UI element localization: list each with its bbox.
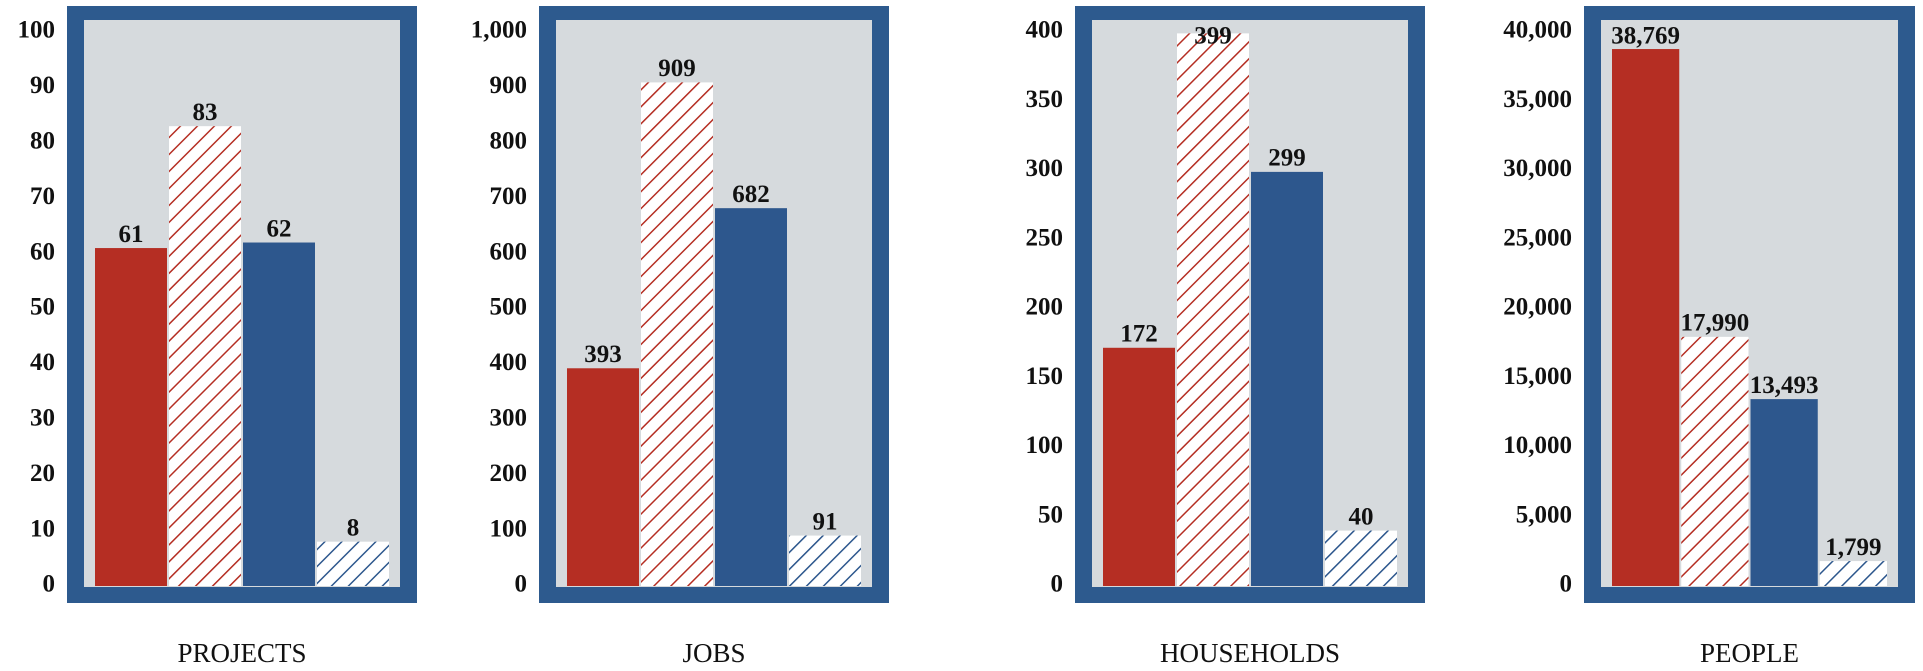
y-tick-label: 300 xyxy=(490,405,528,432)
y-tick-label: 25,000 xyxy=(1503,224,1572,251)
bar xyxy=(1103,347,1175,586)
y-tick-label: 900 xyxy=(490,72,528,99)
y-tick-label: 50 xyxy=(1038,501,1063,528)
value-label: 682 xyxy=(732,181,770,208)
y-tick-label: 300 xyxy=(1026,155,1064,182)
y-tick-label: 50 xyxy=(30,294,55,321)
bar xyxy=(789,535,861,586)
bar xyxy=(169,126,241,587)
y-tick-label: 400 xyxy=(490,349,528,376)
value-label: 40 xyxy=(1349,503,1374,530)
x-axis-label: HOUSEHOLDS xyxy=(1160,638,1340,668)
value-label: 299 xyxy=(1268,145,1306,172)
bar xyxy=(567,368,639,586)
y-tick-label: 20,000 xyxy=(1503,294,1572,321)
bar xyxy=(641,82,713,586)
y-tick-label: 30,000 xyxy=(1503,155,1572,182)
y-tick-label: 40,000 xyxy=(1503,17,1572,44)
y-tick-label: 1,000 xyxy=(471,17,527,44)
y-tick-label: 600 xyxy=(490,238,528,265)
y-tick-label: 0 xyxy=(1051,571,1064,598)
y-tick-label: 250 xyxy=(1026,224,1064,251)
bar xyxy=(1612,49,1680,586)
value-label: 38,769 xyxy=(1611,23,1680,50)
value-label: 83 xyxy=(193,99,218,126)
y-tick-label: 70 xyxy=(30,183,55,210)
y-tick-label: 500 xyxy=(490,294,528,321)
y-tick-label: 30 xyxy=(30,405,55,432)
y-tick-label: 40 xyxy=(30,349,55,376)
y-tick-label: 60 xyxy=(30,238,55,265)
y-tick-label: 0 xyxy=(515,571,528,598)
bar xyxy=(95,248,167,586)
bar xyxy=(1681,336,1749,586)
value-label: 399 xyxy=(1194,23,1232,50)
bar xyxy=(715,208,787,586)
y-tick-label: 10 xyxy=(30,515,55,542)
value-label: 91 xyxy=(813,508,838,535)
bar xyxy=(1325,530,1397,586)
value-label: 393 xyxy=(584,341,622,368)
value-label: 1,799 xyxy=(1825,534,1881,561)
y-tick-label: 90 xyxy=(30,72,55,99)
y-tick-label: 800 xyxy=(490,128,528,155)
x-axis-label: PEOPLE xyxy=(1700,638,1799,668)
y-tick-label: 200 xyxy=(490,460,528,487)
y-tick-label: 200 xyxy=(1026,294,1064,321)
value-label: 17,990 xyxy=(1681,310,1750,337)
x-axis-label: PROJECTS xyxy=(177,638,306,668)
x-axis-label: JOBS xyxy=(682,638,745,668)
value-label: 8 xyxy=(347,514,360,541)
y-tick-label: 5,000 xyxy=(1516,501,1572,528)
value-label: 909 xyxy=(658,55,696,82)
y-tick-label: 0 xyxy=(43,571,56,598)
y-tick-label: 0 xyxy=(1560,571,1573,598)
y-tick-label: 100 xyxy=(490,515,528,542)
y-tick-label: 10,000 xyxy=(1503,432,1572,459)
y-tick-label: 15,000 xyxy=(1503,363,1572,390)
y-tick-label: 150 xyxy=(1026,363,1064,390)
y-tick-label: 700 xyxy=(490,183,528,210)
y-tick-label: 35,000 xyxy=(1503,86,1572,113)
bar xyxy=(1251,171,1323,586)
bar xyxy=(243,242,315,586)
y-tick-label: 400 xyxy=(1026,17,1064,44)
y-tick-label: 350 xyxy=(1026,86,1064,113)
y-tick-label: 100 xyxy=(18,17,56,44)
y-tick-label: 80 xyxy=(30,128,55,155)
bar xyxy=(1177,33,1249,586)
value-label: 62 xyxy=(267,215,292,242)
y-tick-label: 100 xyxy=(1026,432,1064,459)
value-label: 13,493 xyxy=(1750,372,1819,399)
bar xyxy=(1819,561,1887,586)
bar xyxy=(317,541,389,586)
value-label: 61 xyxy=(119,221,144,248)
y-tick-label: 20 xyxy=(30,460,55,487)
value-label: 172 xyxy=(1120,321,1158,348)
bar xyxy=(1750,399,1818,586)
